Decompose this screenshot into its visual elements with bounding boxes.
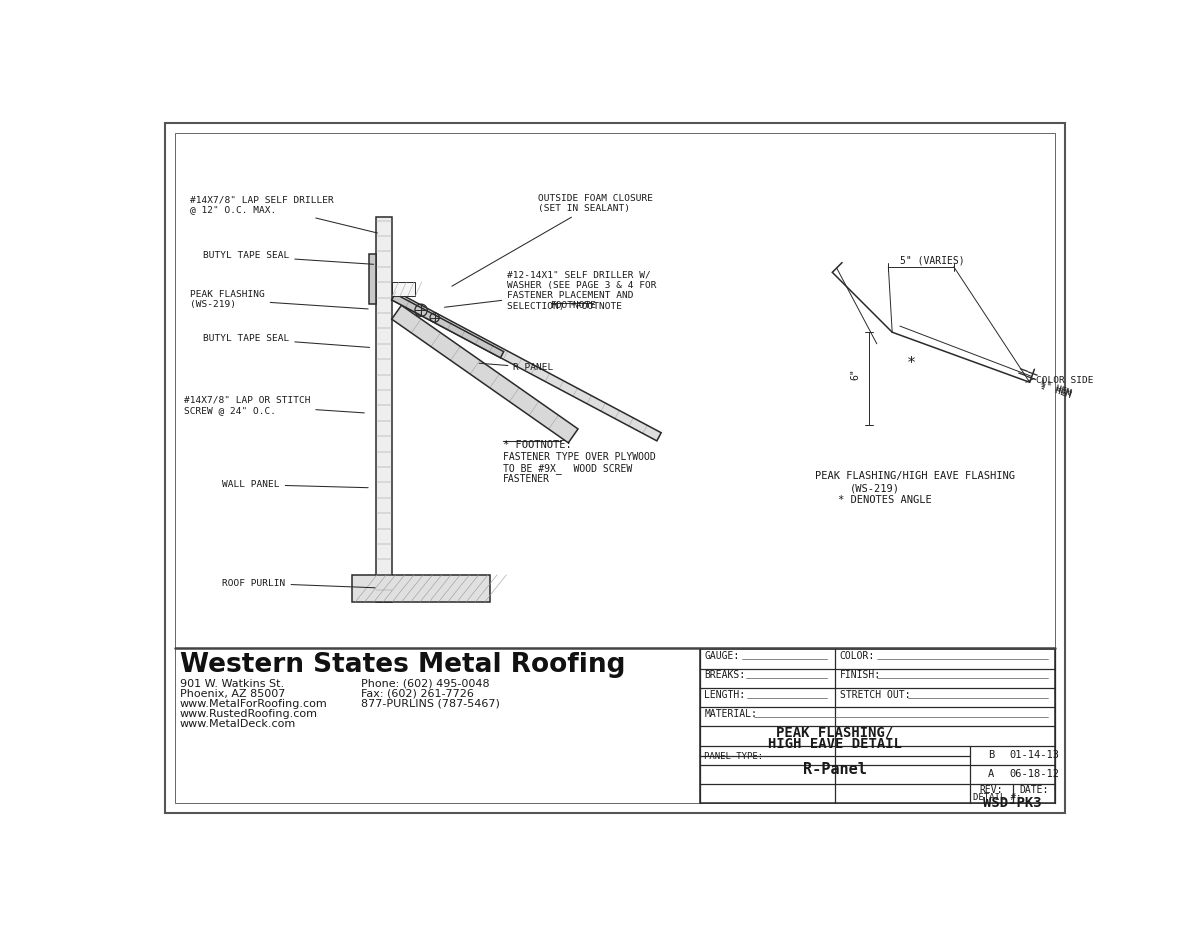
Text: ½" HEM: ½" HEM [1038, 381, 1072, 400]
Bar [700, 650, 1056, 804]
Text: WALL PANEL: WALL PANEL [222, 480, 368, 489]
Bar [352, 575, 491, 602]
Text: 901 W. Watkins St.: 901 W. Watkins St. [180, 679, 284, 689]
Text: BUTYL TAPE SEAL: BUTYL TAPE SEAL [203, 251, 373, 264]
Text: TO BE #9X_  WOOD SCREW: TO BE #9X_ WOOD SCREW [503, 464, 632, 474]
Text: COLOR:: COLOR: [840, 651, 875, 661]
Text: PEAK FLASHING
(WS-219): PEAK FLASHING (WS-219) [190, 290, 368, 310]
Text: OUTSIDE FOAM CLOSURE
(SET IN SEALANT): OUTSIDE FOAM CLOSURE (SET IN SEALANT) [452, 194, 653, 286]
Text: 5" (VARIES): 5" (VARIES) [900, 255, 965, 265]
Text: 6": 6" [851, 369, 860, 380]
Text: DETAIL #:: DETAIL #: [973, 794, 1021, 803]
Text: Fax: (602) 261-7726: Fax: (602) 261-7726 [361, 689, 474, 699]
Text: GAUGE:: GAUGE: [704, 651, 739, 661]
Text: www.MetalForRoofing.com: www.MetalForRoofing.com [180, 699, 328, 709]
Text: MATERIAL:: MATERIAL: [704, 709, 757, 718]
Text: *: * [907, 356, 916, 371]
Text: BREAKS:: BREAKS: [704, 670, 745, 680]
Text: PEAK FLASHING/HIGH EAVE FLASHING: PEAK FLASHING/HIGH EAVE FLASHING [815, 471, 1015, 481]
Text: ½" HEM: ½" HEM [1039, 378, 1073, 398]
Polygon shape [370, 254, 377, 304]
Text: #14X7/8" LAP OR STITCH
SCREW @ 24" O.C.: #14X7/8" LAP OR STITCH SCREW @ 24" O.C. [184, 396, 365, 414]
Text: www.RustedRoofing.com: www.RustedRoofing.com [180, 709, 318, 718]
Text: Phoenix, AZ 85007: Phoenix, AZ 85007 [180, 689, 286, 699]
Text: 01-14-13: 01-14-13 [1009, 750, 1060, 760]
Text: 06-18-12: 06-18-12 [1009, 769, 1060, 780]
Polygon shape [391, 294, 504, 358]
Text: R PANEL: R PANEL [479, 363, 553, 372]
Text: FOOTNOTE: FOOTNOTE [551, 301, 598, 311]
Text: (WS-219): (WS-219) [850, 483, 900, 493]
Text: R-Panel: R-Panel [803, 762, 866, 777]
Text: #14X7/8" LAP SELF DRILLER
@ 12" O.C. MAX.: #14X7/8" LAP SELF DRILLER @ 12" O.C. MAX… [190, 196, 378, 233]
Text: A: A [989, 769, 995, 780]
Text: WSD-PK3: WSD-PK3 [984, 796, 1042, 810]
Text: STRETCH OUT:: STRETCH OUT: [840, 690, 910, 700]
Text: PANEL TYPE:: PANEL TYPE: [704, 752, 763, 761]
Text: Phone: (602) 495-0048: Phone: (602) 495-0048 [361, 679, 490, 689]
Text: Western States Metal Roofing: Western States Metal Roofing [180, 652, 625, 678]
Text: COLOR SIDE: COLOR SIDE [1036, 376, 1093, 385]
Text: LENGTH:: LENGTH: [704, 690, 745, 700]
Text: 877-PURLINS (787-5467): 877-PURLINS (787-5467) [361, 699, 499, 709]
Bar [392, 282, 415, 296]
Text: HIGH EAVE DETAIL: HIGH EAVE DETAIL [768, 737, 902, 751]
Text: ROOF PURLIN: ROOF PURLIN [222, 578, 376, 588]
Text: FINISH:: FINISH: [840, 670, 881, 680]
Text: REV:: REV: [979, 784, 1003, 794]
Polygon shape [391, 305, 578, 443]
Text: PEAK FLASHING/: PEAK FLASHING/ [776, 726, 894, 740]
Text: * DENOTES ANGLE: * DENOTES ANGLE [839, 495, 932, 505]
Polygon shape [391, 292, 661, 441]
Text: DATE:: DATE: [1020, 784, 1049, 794]
Text: B: B [989, 750, 995, 760]
Text: #12-14X1" SELF DRILLER W/
WASHER (SEE PAGE 3 & 4 FOR
FASTENER PLACEMENT AND
SELE: #12-14X1" SELF DRILLER W/ WASHER (SEE PA… [444, 271, 656, 311]
Bar [377, 217, 391, 602]
Text: FASTENER: FASTENER [503, 474, 551, 484]
Text: * FOOTNOTE:: * FOOTNOTE: [503, 440, 572, 450]
Text: FASTENER TYPE OVER PLYWOOD: FASTENER TYPE OVER PLYWOOD [503, 452, 656, 463]
Text: www.MetalDeck.com: www.MetalDeck.com [180, 718, 296, 729]
Text: BUTYL TAPE SEAL: BUTYL TAPE SEAL [203, 334, 370, 348]
